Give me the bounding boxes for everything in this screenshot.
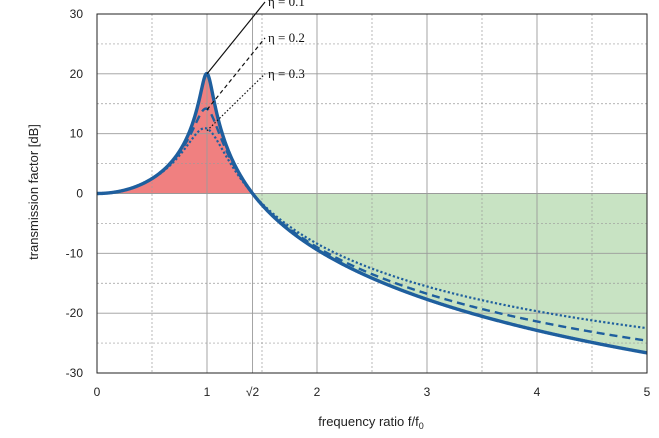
y-tick-label: 20 [70, 67, 84, 81]
x-axis-title: frequency ratio f/f0 [318, 414, 423, 431]
x-tick-label: 1 [204, 385, 211, 399]
y-tick-label: 30 [70, 7, 84, 21]
y-tick-label: 10 [70, 127, 84, 141]
y-tick-label: 0 [76, 187, 83, 201]
annotation-label: η = 0.3 [268, 66, 305, 81]
y-tick-label: -10 [66, 246, 84, 260]
x-tick-label: 2 [314, 385, 321, 399]
x-tick-label: √2 [246, 385, 260, 399]
y-axis-title: transmission factor [dB] [26, 124, 41, 260]
annotation-leader [207, 2, 265, 74]
y-tick-label: -20 [66, 306, 84, 320]
x-tick-label: 3 [424, 385, 431, 399]
x-tick-label: 5 [644, 385, 651, 399]
x-tick-label: 4 [534, 385, 541, 399]
annotation-label: η = 0.2 [268, 30, 305, 45]
isolation-region [253, 194, 647, 353]
x-tick-label: 0 [94, 385, 101, 399]
y-tick-label: -30 [66, 366, 84, 380]
annotations: η = 0.1 η = 0.2 η = 0.3 [207, 0, 305, 131]
annotation-label: η = 0.1 [268, 0, 305, 9]
